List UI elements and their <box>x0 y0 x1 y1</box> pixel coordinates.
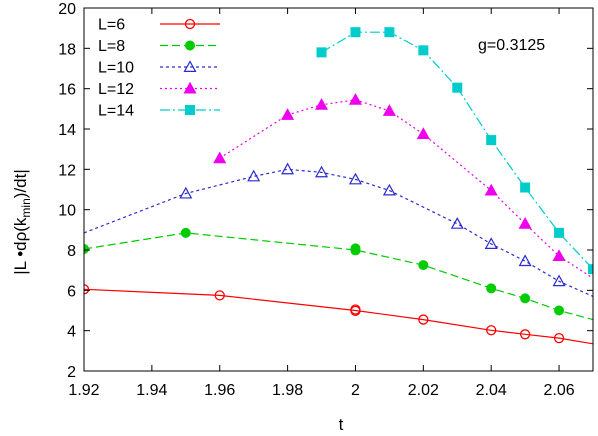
y-tick-label: 16 <box>58 82 76 99</box>
data-point <box>382 183 396 196</box>
series-l-8 <box>84 227 593 321</box>
data-point <box>552 274 566 287</box>
legend-marker <box>185 105 195 115</box>
legend-label: L=10 <box>98 60 134 77</box>
data-point <box>553 332 565 344</box>
series-layer <box>84 27 593 345</box>
data-point <box>450 217 464 229</box>
legend-marker <box>185 40 195 51</box>
data-point <box>452 82 463 93</box>
y-tick-label: 4 <box>67 324 76 341</box>
data-point <box>418 314 429 325</box>
y-tick-label: 20 <box>58 1 76 18</box>
y-tick-label: 12 <box>58 162 76 179</box>
legend-marker <box>183 81 197 94</box>
data-point <box>520 293 531 304</box>
y-tick-label: 8 <box>67 243 76 260</box>
data-point <box>518 254 532 267</box>
data-point <box>552 249 566 262</box>
data-point <box>382 104 396 116</box>
y-axis-title: |L •dρ(kmin)/dt| <box>11 169 33 275</box>
legend-item: L=8 <box>98 38 220 55</box>
data-point <box>180 227 191 238</box>
data-point <box>247 169 261 182</box>
x-tick-label: 2 <box>351 382 360 399</box>
series-line <box>321 31 593 270</box>
legend-item: L=14 <box>98 103 220 120</box>
data-point <box>519 329 531 340</box>
data-point <box>315 98 329 110</box>
data-point <box>416 127 430 140</box>
data-point <box>281 108 295 120</box>
data-point <box>554 227 565 238</box>
legend-label: L=14 <box>98 103 134 120</box>
x-tick-label: 1.96 <box>204 382 235 399</box>
data-point <box>518 217 532 229</box>
data-point <box>281 162 295 175</box>
y-tick-label: 6 <box>67 283 76 300</box>
series-line <box>84 232 593 321</box>
data-point <box>520 182 531 193</box>
series-l-6 <box>84 284 593 345</box>
data-point <box>348 93 362 105</box>
y-axis-title-subscript: min <box>19 198 33 217</box>
x-tick-label: 2.02 <box>408 382 439 399</box>
series-line <box>219 99 593 279</box>
data-point <box>418 45 429 56</box>
data-point <box>384 27 395 38</box>
data-point <box>84 243 89 254</box>
x-tick-label: 2.06 <box>543 382 574 399</box>
x-tick-label: 1.94 <box>136 382 167 399</box>
legend-label: L=8 <box>98 38 125 55</box>
data-point <box>213 151 227 164</box>
data-point <box>588 264 593 275</box>
data-point <box>315 165 329 178</box>
data-point <box>214 290 225 301</box>
data-point <box>418 260 429 271</box>
legend: L=6 L=8 L=10 L=12 L=14 <box>98 17 220 120</box>
legend-item: L=10 <box>98 60 220 77</box>
data-point <box>484 183 498 196</box>
series-l-14 <box>316 27 593 275</box>
data-point <box>484 237 498 249</box>
x-tick-label: 2.04 <box>476 382 507 399</box>
data-point <box>486 283 497 294</box>
data-point <box>316 47 327 58</box>
legend-item: L=6 <box>98 17 220 34</box>
legend-marker <box>183 60 197 73</box>
y-tick-label: 14 <box>58 122 76 139</box>
y-axis-title-main: |L •dρ(k <box>11 217 30 275</box>
annotation-label: g=0.3125 <box>478 37 545 54</box>
data-point <box>350 305 361 317</box>
x-axis-title: t <box>339 415 344 434</box>
data-point <box>350 27 361 38</box>
series-line <box>84 288 593 345</box>
x-tick-label: 1.92 <box>68 382 99 399</box>
legend-label: L=6 <box>98 17 125 34</box>
series-l-12 <box>213 93 593 279</box>
legend-item: L=12 <box>98 81 220 98</box>
y-tick-label: 2 <box>67 364 76 381</box>
data-point <box>350 245 361 256</box>
y-tick-label: 18 <box>58 41 76 58</box>
y-tick-label: 10 <box>58 203 76 220</box>
axes-layer: 1.92 1.94 1.96 1.98 2 2.02 2.04 2.06 2 4 6 8 10 12 14 1… <box>58 1 594 399</box>
data-point <box>486 325 497 336</box>
data-point <box>554 305 565 316</box>
legend-marker <box>184 18 196 30</box>
series-line <box>84 168 593 297</box>
legend-label: L=12 <box>98 81 134 98</box>
y-axis-title-tail: )/dt| <box>11 169 30 198</box>
data-point <box>84 284 90 295</box>
axis-frame <box>83 7 594 372</box>
data-point <box>348 172 362 185</box>
x-tick-label: 1.98 <box>272 382 303 399</box>
series-l-10 <box>84 162 593 297</box>
data-point <box>486 135 497 146</box>
data-point <box>179 186 193 199</box>
